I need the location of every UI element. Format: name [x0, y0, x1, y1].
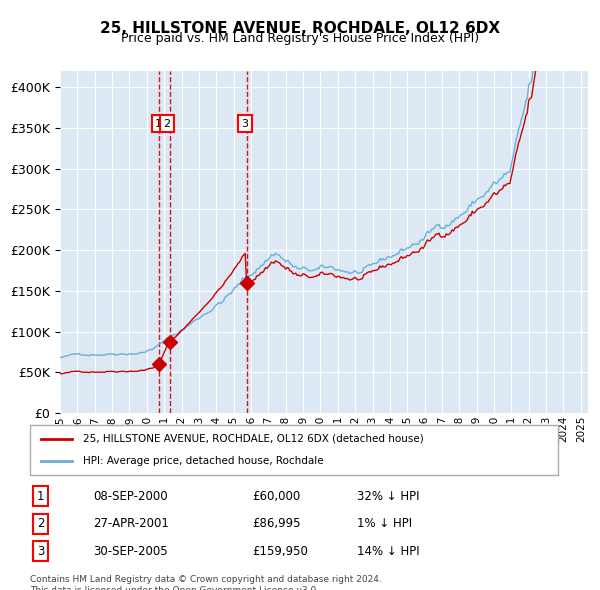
Text: 30-SEP-2005: 30-SEP-2005	[94, 545, 168, 558]
Text: £159,950: £159,950	[252, 545, 308, 558]
Text: 27-APR-2001: 27-APR-2001	[94, 517, 169, 530]
Text: £86,995: £86,995	[252, 517, 300, 530]
Text: 14% ↓ HPI: 14% ↓ HPI	[358, 545, 420, 558]
Text: Price paid vs. HM Land Registry's House Price Index (HPI): Price paid vs. HM Land Registry's House …	[121, 32, 479, 45]
Text: 25, HILLSTONE AVENUE, ROCHDALE, OL12 6DX (detached house): 25, HILLSTONE AVENUE, ROCHDALE, OL12 6DX…	[83, 434, 424, 444]
FancyBboxPatch shape	[30, 425, 558, 475]
Text: 1% ↓ HPI: 1% ↓ HPI	[358, 517, 412, 530]
Text: HPI: Average price, detached house, Rochdale: HPI: Average price, detached house, Roch…	[83, 456, 323, 466]
Text: 25, HILLSTONE AVENUE, ROCHDALE, OL12 6DX: 25, HILLSTONE AVENUE, ROCHDALE, OL12 6DX	[100, 21, 500, 35]
Text: 32% ↓ HPI: 32% ↓ HPI	[358, 490, 420, 503]
Text: 3: 3	[37, 545, 44, 558]
Text: 2: 2	[163, 119, 170, 129]
Text: 08-SEP-2000: 08-SEP-2000	[94, 490, 168, 503]
Text: 3: 3	[242, 119, 248, 129]
Text: 2: 2	[37, 517, 44, 530]
Text: 1: 1	[155, 119, 162, 129]
Text: £60,000: £60,000	[252, 490, 300, 503]
Text: Contains HM Land Registry data © Crown copyright and database right 2024.
This d: Contains HM Land Registry data © Crown c…	[30, 575, 382, 590]
Text: 1: 1	[37, 490, 44, 503]
